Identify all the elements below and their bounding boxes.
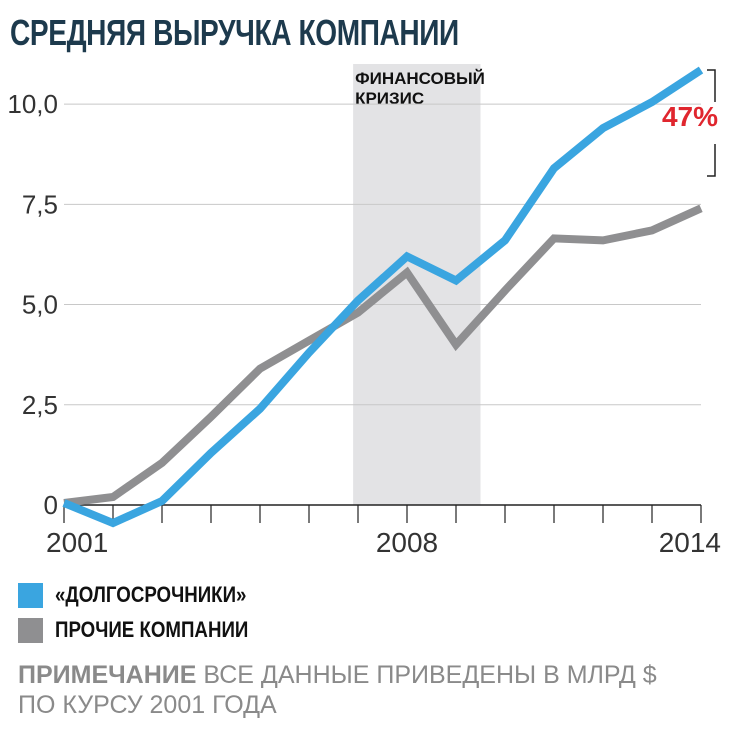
y-tick-label-2: 5,0 [22,290,58,320]
legend-swatch-other [18,617,43,643]
legend-item-other: ПРОЧИЕ КОМПАНИИ [18,617,282,643]
legend-label-other: ПРОЧИЕ КОМПАНИИ [55,617,249,642]
x-tick-label-1: 2008 [376,527,438,558]
crisis-label-line1: ФИНАНСОВЫЙ [355,69,485,88]
annotation-bracket-bottom [707,144,716,177]
y-tick-label-4: 10,0 [7,89,58,119]
chart-title: СРЕДНЯЯ ВЫРУЧКА КОМПАНИИ [10,12,459,53]
series-line-long-term [62,66,704,528]
crisis-label-line2: КРИЗИС [355,89,424,108]
y-tick-label-3: 7,5 [22,189,58,219]
legend-swatch-long-term [18,582,43,608]
footnote-line1: ВСЕ ДАННЫЕ ПРИВЕДЕНЫ В МЛРД $ [203,661,657,689]
annotation-bracket-top [707,69,716,103]
y-tick-label-0: 0 [44,490,58,520]
legend-item-long-term: «ДОЛГОСРОЧНИКИ» [18,582,280,608]
series-line-other [63,204,703,507]
legend-label-long-term: «ДОЛГОСРОЧНИКИ» [55,582,247,607]
y-tick-label-1: 2,5 [22,390,58,420]
x-tick-label-2: 2014 [659,527,721,558]
footnote-line2: ПО КУРСУ 2001 ГОДА [18,691,277,719]
annotation-label: 47% [662,101,718,132]
footnote-prefix: ПРИМЕЧАНИЕ [18,661,197,689]
x-tick-label-0: 2001 [46,527,108,558]
footnote: ПРИМЕЧАНИЕ ВСЕ ДАННЫЕ ПРИВЕДЕНЫ В МЛРД $… [18,660,718,720]
